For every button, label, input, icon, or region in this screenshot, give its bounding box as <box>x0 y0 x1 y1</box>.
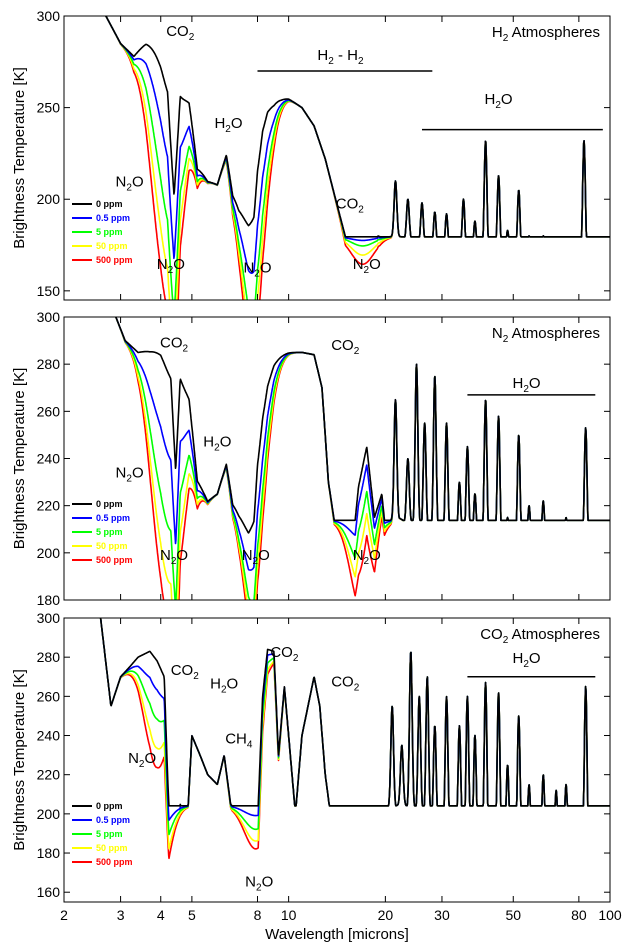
legend-label: 5 ppm <box>96 527 123 537</box>
panel-1-plot-area <box>105 16 610 300</box>
y-tick-label: 260 <box>37 403 61 419</box>
y-tick-label: 250 <box>37 100 61 116</box>
legend-label: 5 ppm <box>96 227 123 237</box>
molecule-label: H2O <box>513 375 541 395</box>
panel-3-plot-area <box>99 618 610 860</box>
molecule-label: H2O <box>513 650 541 670</box>
molecule-label: H2O <box>203 434 231 454</box>
x-tick-label: 80 <box>571 907 587 923</box>
series-0-ppm-panel-3 <box>99 618 610 807</box>
panel-2-plot-area <box>115 317 610 600</box>
x-tick-label: 2 <box>60 907 68 923</box>
molecule-label: H2 - H2 <box>317 47 364 67</box>
legend-label: 500 ppm <box>96 857 133 867</box>
molecule-label: N2O <box>353 256 381 276</box>
y-tick-label: 180 <box>37 592 61 608</box>
y-tick-label: 240 <box>37 451 61 467</box>
y-tick-label: 200 <box>37 806 61 822</box>
y-tick-label: 220 <box>37 767 61 783</box>
x-tick-label: 20 <box>378 907 394 923</box>
molecule-label: N2O <box>243 260 271 280</box>
molecule-label: CO2 <box>171 662 200 682</box>
panel-1-frame <box>63 15 611 301</box>
y-tick-label: 240 <box>37 728 61 744</box>
x-tick-label: 4 <box>157 907 165 923</box>
panel-title: CO2 Atmospheres <box>480 626 600 646</box>
y-tick-label: 300 <box>37 8 61 24</box>
molecule-label: N2O <box>116 173 144 193</box>
molecule-label: N2O <box>245 873 273 893</box>
x-tick-label: 5 <box>188 907 196 923</box>
x-tick-label: 100 <box>598 907 622 923</box>
legend-label: 0 ppm <box>96 801 123 811</box>
legend-label: 500 ppm <box>96 555 133 565</box>
y-tick-label: 200 <box>37 191 61 207</box>
molecule-label: CO2 <box>331 674 360 694</box>
y-tick-label: 160 <box>37 884 61 900</box>
x-tick-label: 3 <box>117 907 125 923</box>
series-0-ppm-panel-2 <box>115 317 610 534</box>
molecule-label: N2O <box>116 464 144 484</box>
molecule-label: CO2 <box>270 644 299 664</box>
legend-label: 0.5 ppm <box>96 815 130 825</box>
molecule-label: N2O <box>160 547 188 567</box>
y-axis-label: Brightness Temperature [K] <box>11 368 28 549</box>
legend-label: 50 ppm <box>96 843 128 853</box>
y-tick-label: 300 <box>37 309 61 325</box>
panel-title: N2 Atmospheres <box>492 325 600 345</box>
x-tick-label: 30 <box>434 907 450 923</box>
y-tick-label: 150 <box>37 283 61 299</box>
panel-2-frame <box>63 316 611 601</box>
x-axis-label: Wavelength [microns] <box>265 926 409 942</box>
molecule-label: H2O <box>210 676 238 696</box>
panel-title: H2 Atmospheres <box>492 24 600 44</box>
legend-label: 0.5 ppm <box>96 513 130 523</box>
molecule-label: H2O <box>214 115 242 135</box>
legend-label: 0 ppm <box>96 199 123 209</box>
y-axis-label: Brightness Temperature [K] <box>11 67 28 248</box>
y-tick-label: 180 <box>37 845 61 861</box>
molecule-label: N2O <box>353 547 381 567</box>
molecule-label: H2O <box>485 91 513 111</box>
y-axis-label: Brightness Temperature [K] <box>11 669 28 850</box>
legend-label: 5 ppm <box>96 829 123 839</box>
y-tick-label: 280 <box>37 649 61 665</box>
x-tick-label: 8 <box>254 907 262 923</box>
molecule-label: CO2 <box>336 195 365 215</box>
series-0-ppm-panel-1 <box>105 16 610 238</box>
y-tick-label: 300 <box>37 610 61 626</box>
legend-label: 0 ppm <box>96 499 123 509</box>
molecule-label: N2O <box>242 547 270 567</box>
y-tick-label: 220 <box>37 498 61 514</box>
legend-label: 0.5 ppm <box>96 213 130 223</box>
y-tick-label: 200 <box>37 545 61 561</box>
panel-3-frame <box>63 617 611 903</box>
legend-label: 50 ppm <box>96 541 128 551</box>
molecule-label: CO2 <box>331 337 360 357</box>
molecule-label: CO2 <box>166 23 195 43</box>
molecule-label: N2O <box>128 750 156 770</box>
molecule-label: N2O <box>157 256 185 276</box>
legend-label: 500 ppm <box>96 255 133 265</box>
series-0-5-ppm-panel-3 <box>99 618 610 821</box>
x-tick-label: 50 <box>505 907 521 923</box>
y-tick-label: 260 <box>37 688 61 704</box>
molecule-label: CH4 <box>225 730 253 750</box>
molecule-label: CO2 <box>160 335 189 355</box>
y-tick-label: 280 <box>37 356 61 372</box>
x-tick-label: 10 <box>281 907 297 923</box>
legend-label: 50 ppm <box>96 241 128 251</box>
